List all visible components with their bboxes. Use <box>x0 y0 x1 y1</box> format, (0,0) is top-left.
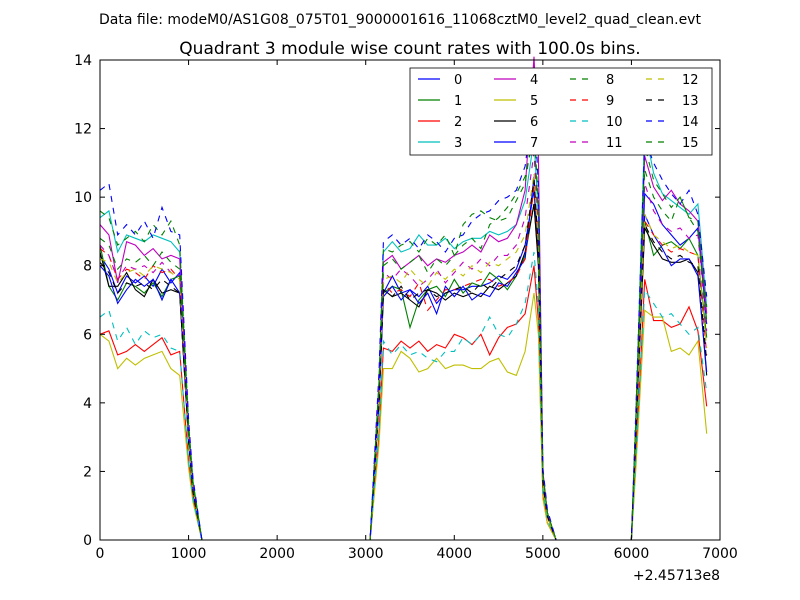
x-tick-label: 4000 <box>436 546 472 562</box>
x-tick-label: 6000 <box>614 546 650 562</box>
legend-box <box>409 67 713 156</box>
x-tick-label: 3000 <box>348 546 384 562</box>
x-tick-label: 2000 <box>259 546 295 562</box>
legend-label-8: 8 <box>606 73 614 88</box>
y-tick-label: 6 <box>83 327 92 343</box>
x-tick-label: 5000 <box>525 546 561 562</box>
y-tick-label: 2 <box>83 464 92 480</box>
legend-label-7: 7 <box>530 136 538 151</box>
x-tick-label: 7000 <box>702 546 738 562</box>
figure-suptitle: Data file: modeM0/AS1G08_075T01_90000016… <box>99 12 701 28</box>
series-line-12 <box>99 173 708 541</box>
y-tick-label: 12 <box>74 122 92 138</box>
legend-label-5: 5 <box>530 94 538 109</box>
legend-label-6: 6 <box>530 115 538 130</box>
legend-label-15: 15 <box>682 136 699 151</box>
y-tick-label: 8 <box>83 259 92 275</box>
y-tick-label: 0 <box>83 533 92 549</box>
plot-lines <box>99 56 708 541</box>
legend-label-11: 11 <box>606 136 623 151</box>
series-line-5 <box>99 293 708 541</box>
legend-label-4: 4 <box>530 73 538 88</box>
y-tick-label: 14 <box>74 53 92 69</box>
legend-label-9: 9 <box>606 94 614 109</box>
legend-label-3: 3 <box>454 136 462 151</box>
chart-title: Quadrant 3 module wise count rates with … <box>179 39 640 59</box>
legend-label-2: 2 <box>454 115 462 130</box>
legend-label-10: 10 <box>606 115 623 130</box>
series-line-14 <box>99 97 708 541</box>
legend-label-14: 14 <box>682 115 699 130</box>
x-tick-label: 1000 <box>171 546 207 562</box>
legend-label-12: 12 <box>682 73 699 88</box>
series-line-13 <box>99 179 708 541</box>
series-line-10 <box>99 251 708 541</box>
legend-label-1: 1 <box>454 94 462 109</box>
legend-label-13: 13 <box>682 94 699 109</box>
plot-frame <box>99 59 721 541</box>
x-tick-label: 0 <box>96 546 105 562</box>
x-offset-label: +2.45713e8 <box>633 568 720 584</box>
legend-label-0: 0 <box>454 73 462 88</box>
series-line-15 <box>99 135 708 541</box>
y-tick-label: 4 <box>83 396 92 412</box>
y-tick-label: 10 <box>74 190 92 206</box>
